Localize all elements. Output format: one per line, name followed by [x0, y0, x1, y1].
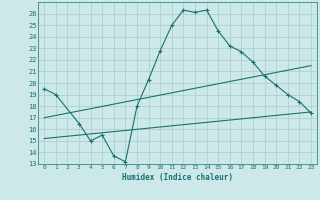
X-axis label: Humidex (Indice chaleur): Humidex (Indice chaleur)	[122, 173, 233, 182]
